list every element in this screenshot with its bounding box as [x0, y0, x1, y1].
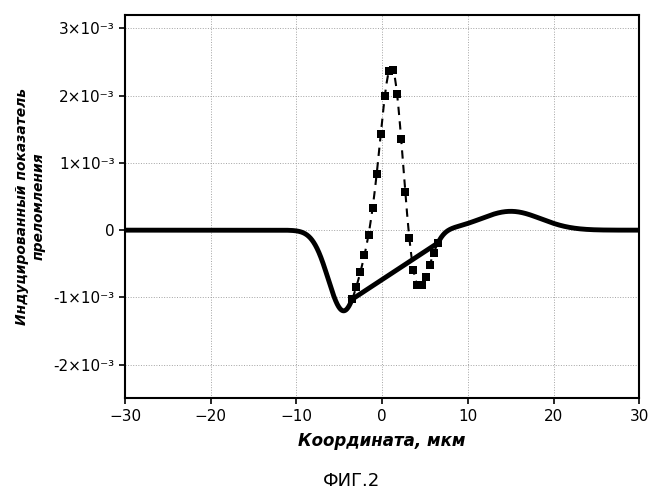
Y-axis label: Индуцированный показатель
преломления: Индуцированный показатель преломления: [15, 88, 45, 325]
Point: [355, 268, 366, 276]
Point: [412, 280, 423, 288]
Point: [392, 90, 402, 98]
Point: [351, 283, 362, 291]
Point: [371, 170, 382, 178]
Point: [420, 273, 431, 281]
Text: ФИГ.2: ФИГ.2: [323, 472, 380, 490]
Point: [388, 66, 398, 74]
Point: [384, 68, 394, 76]
Point: [424, 261, 435, 269]
Point: [363, 230, 374, 238]
Point: [380, 92, 390, 100]
Point: [432, 239, 443, 247]
Point: [404, 234, 414, 242]
Point: [400, 188, 410, 196]
Point: [367, 204, 378, 212]
Point: [375, 130, 386, 138]
Point: [408, 266, 419, 274]
Point: [416, 282, 427, 290]
X-axis label: Координата, мкм: Координата, мкм: [298, 432, 466, 450]
Point: [359, 251, 370, 259]
Point: [396, 135, 406, 143]
Point: [347, 295, 357, 303]
Point: [428, 249, 439, 257]
